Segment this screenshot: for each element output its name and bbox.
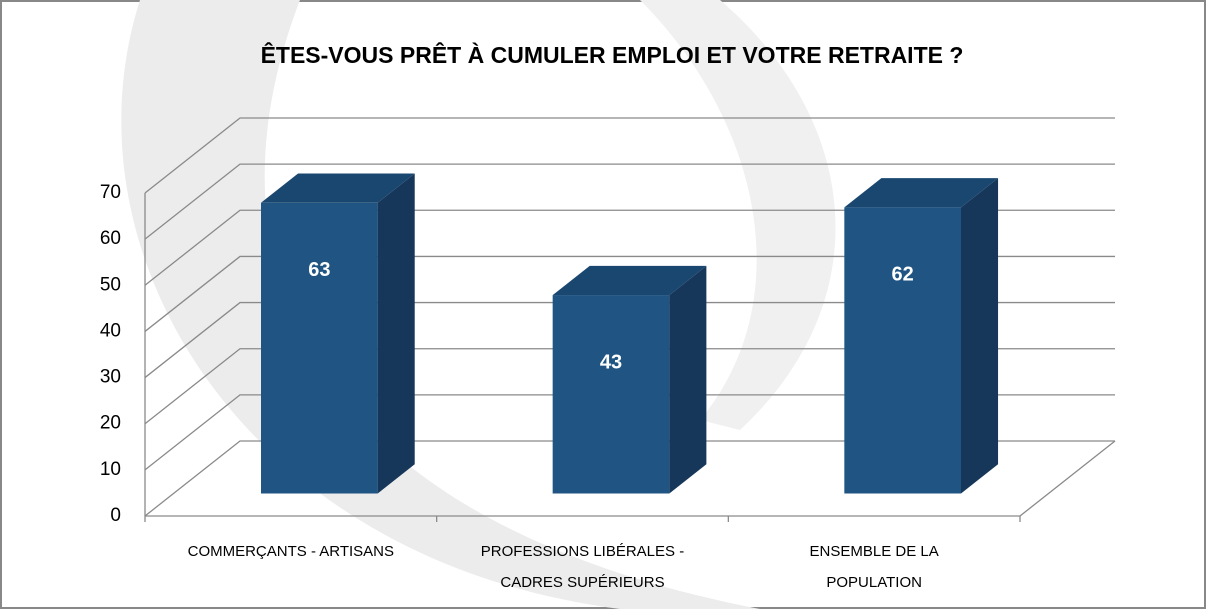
bar-side — [669, 265, 707, 494]
grid-line — [144, 255, 1115, 332]
grid-line — [144, 301, 1115, 379]
grid-line — [144, 117, 1115, 194]
y-tick-label: 30 — [100, 367, 121, 388]
x-tick-label: POPULATION — [826, 574, 922, 591]
y-tick-label: 50 — [100, 274, 121, 295]
data-label: 62 — [892, 264, 914, 286]
grid-line — [144, 394, 1115, 471]
y-tick-label: 70 — [100, 182, 121, 203]
bar-front — [844, 207, 961, 494]
bar-top — [552, 265, 707, 296]
y-tick-label: 10 — [100, 459, 121, 480]
x-tick-label: PROFESSIONS LIBÉRALES - — [481, 543, 684, 560]
grid-line — [144, 440, 1115, 517]
bar-side — [961, 178, 999, 494]
x-tick-label: CADRES SUPÉRIEURS — [500, 574, 664, 591]
data-label: 63 — [308, 259, 330, 281]
y-tick-label: 0 — [110, 505, 121, 526]
data-label: 43 — [600, 351, 622, 373]
grid-line — [144, 209, 1115, 286]
x-tick-label: COMMERÇANTS - ARTISANS — [188, 543, 394, 560]
bar-top — [261, 173, 415, 203]
bar-front — [261, 202, 378, 494]
background-swoosh — [640, 0, 836, 430]
bar-top — [844, 178, 999, 208]
y-tick-label: 60 — [100, 228, 121, 249]
bar-side — [377, 173, 415, 494]
grid-line — [144, 163, 1115, 240]
x-tick-label: ENSEMBLE DE LA — [810, 543, 939, 560]
y-tick-label: 20 — [100, 413, 121, 434]
bar-front — [552, 295, 670, 494]
chart-title: ÊTES-VOUS PRÊT À CUMULER EMPLOI ET VOTRE… — [261, 41, 964, 68]
grid-line — [144, 348, 1115, 425]
floor-edge — [1019, 440, 1116, 517]
y-tick-label: 40 — [100, 320, 121, 341]
